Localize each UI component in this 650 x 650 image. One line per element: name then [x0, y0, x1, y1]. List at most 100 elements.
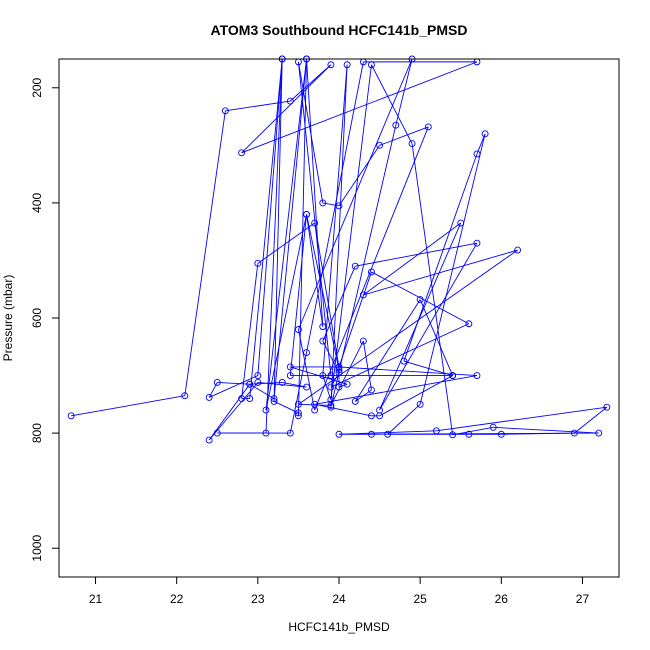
x-tick-label: 22	[170, 592, 184, 606]
series-line-segment	[314, 375, 478, 405]
data-point	[473, 239, 481, 247]
data-point	[254, 379, 262, 386]
data-point	[368, 430, 375, 438]
data-point	[603, 403, 611, 411]
data-point	[303, 383, 310, 391]
data-point	[327, 396, 335, 404]
series-line-segment	[452, 426, 494, 436]
data-point	[570, 429, 578, 437]
data-point	[254, 259, 262, 267]
series-line-segment	[265, 58, 283, 434]
series-line-segment	[362, 340, 372, 391]
series-line-segment	[355, 242, 478, 267]
data-point	[335, 366, 343, 374]
data-point	[67, 412, 75, 420]
data-point	[327, 61, 335, 69]
series-line-segment	[363, 222, 462, 296]
data-point	[465, 430, 473, 438]
data-point	[368, 386, 375, 394]
data-point	[221, 107, 229, 115]
data-point	[376, 406, 384, 414]
y-tick-label: 800	[30, 423, 44, 443]
y-tick-label: 400	[30, 193, 44, 213]
data-point	[246, 380, 254, 388]
series-line-segment	[338, 145, 380, 207]
series-line-segment	[403, 360, 453, 376]
data-point	[303, 349, 310, 356]
series-line-segment	[297, 329, 316, 411]
series-line-segment	[71, 395, 185, 417]
data-point	[416, 400, 424, 408]
series-line-segment	[241, 64, 332, 154]
data-point	[376, 141, 384, 149]
series-line-segment	[273, 401, 299, 414]
data-point	[294, 409, 302, 417]
data-point	[465, 320, 473, 328]
series-line-segment	[273, 58, 307, 399]
data-point	[351, 262, 359, 270]
x-axis: 21 22 23 24 25 26 27	[89, 576, 590, 606]
data-point	[319, 323, 327, 331]
series-line-segment	[395, 58, 413, 126]
data-point	[408, 140, 416, 148]
data-point	[311, 406, 319, 414]
data-point	[449, 372, 457, 380]
series-line-segment	[314, 403, 372, 417]
series-line-segment	[330, 64, 372, 400]
data-point	[327, 383, 335, 391]
series-line-segment	[330, 340, 364, 406]
data-point	[294, 412, 302, 420]
series-line-segment	[330, 64, 348, 408]
series-line-segment	[330, 125, 397, 408]
series-line-segment	[265, 58, 307, 411]
series-line-segment	[338, 366, 477, 377]
series-line-segment	[265, 214, 307, 411]
data-point	[270, 398, 278, 405]
data-point	[286, 97, 294, 105]
series-line-segment	[379, 375, 453, 417]
data-point	[238, 395, 246, 403]
data-point	[286, 429, 294, 437]
y-tick-label: 600	[30, 308, 44, 328]
data-point	[457, 219, 465, 227]
data-point	[294, 326, 302, 333]
data-point	[213, 429, 221, 437]
data-point	[262, 429, 270, 437]
series-line-segment	[306, 58, 324, 327]
series-line-segment	[289, 214, 307, 376]
series-line-segment	[241, 263, 259, 399]
series-line-segment	[403, 153, 478, 362]
data-point	[319, 337, 327, 345]
data-point	[481, 130, 489, 138]
data-point	[351, 398, 359, 405]
data-point	[311, 219, 319, 227]
data-point	[359, 337, 367, 345]
series-line-segment	[387, 404, 421, 435]
plot-border	[58, 58, 620, 578]
data-point	[514, 246, 522, 254]
series-line-segment	[338, 271, 372, 368]
data-point	[238, 149, 246, 157]
data-point	[319, 199, 327, 207]
series-line-segment	[371, 64, 413, 144]
x-tick-label: 27	[576, 592, 590, 606]
series-line-segment	[363, 249, 518, 296]
series-line-segment	[379, 126, 429, 146]
y-axis: 200 400 600 800 1000	[30, 77, 60, 562]
series-line-segment	[493, 426, 599, 434]
data-point	[286, 363, 294, 371]
x-tick-label: 24	[332, 592, 346, 606]
series-line-segment	[379, 242, 478, 411]
series-line-segment	[306, 214, 324, 327]
data-point	[335, 383, 343, 391]
series-line-segment	[297, 61, 332, 376]
data-point	[432, 427, 440, 435]
data-point	[473, 150, 481, 158]
data-point	[497, 430, 505, 438]
series-line-segment	[298, 58, 413, 330]
data-point	[327, 403, 335, 411]
data-point	[368, 268, 375, 276]
data-point	[368, 412, 375, 420]
series-line-segment	[282, 382, 307, 388]
